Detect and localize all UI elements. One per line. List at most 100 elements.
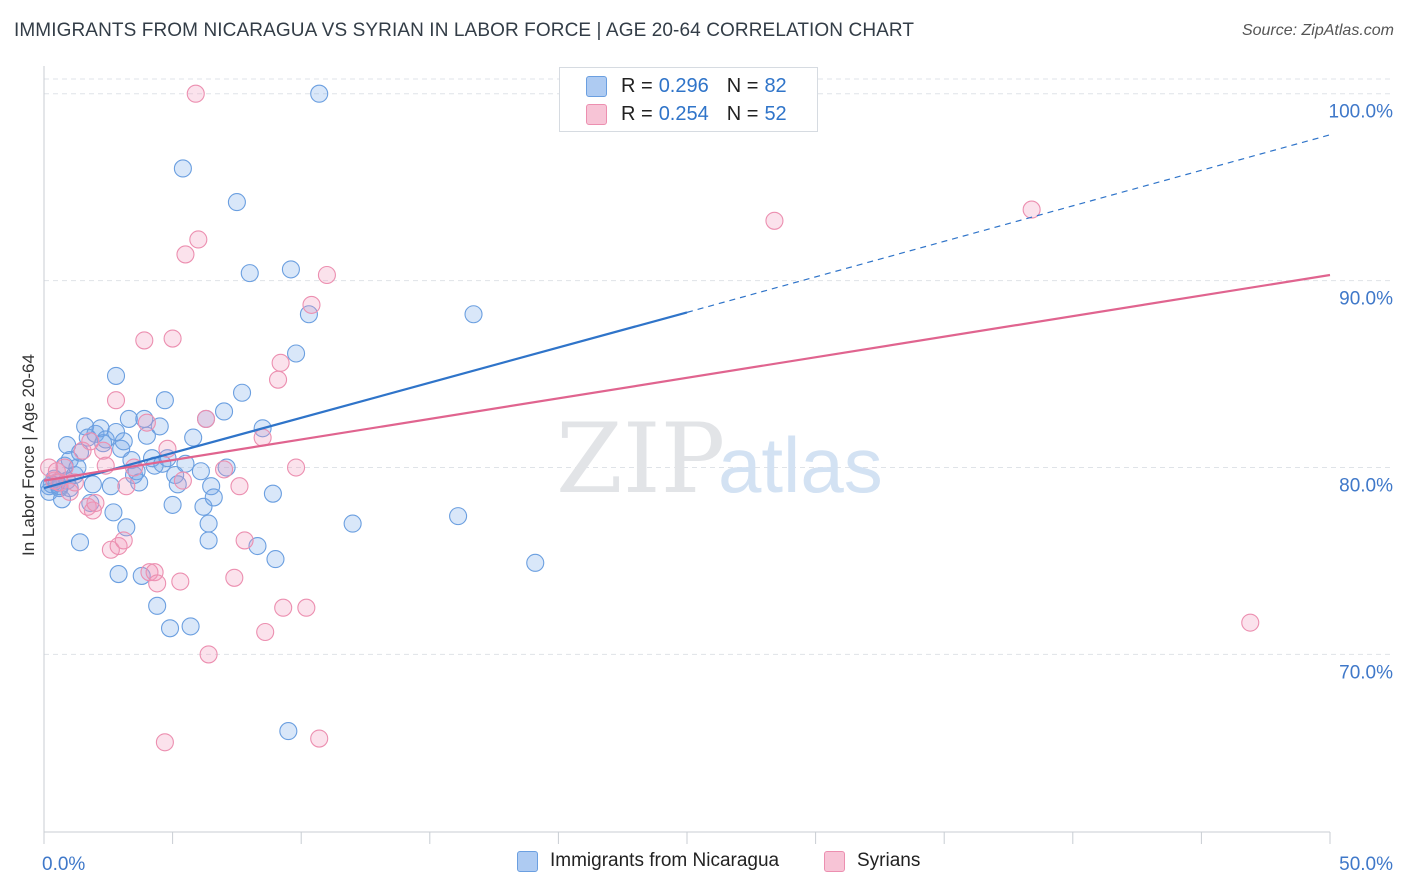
nicaragua-point xyxy=(287,344,306,363)
nicaragua-point xyxy=(240,264,259,283)
nicaragua-point xyxy=(464,305,483,324)
legend-row-syrians: R = 0.254 N = 52 xyxy=(586,101,787,127)
syrian-point xyxy=(163,329,182,348)
syrian-point xyxy=(155,733,174,752)
syrian-point xyxy=(253,428,272,447)
y-axis-label: In Labor Force | Age 20-64 xyxy=(19,354,38,556)
axes xyxy=(43,66,1331,844)
bottom-legend-nicaragua[interactable]: Immigrants from Nicaragua xyxy=(517,850,779,872)
nicaragua-point xyxy=(281,260,300,279)
y-tick-label: 80.0% xyxy=(1339,476,1393,497)
syrian-point xyxy=(83,501,102,520)
nicaragua-point xyxy=(83,475,102,494)
nicaragua-point xyxy=(96,430,115,449)
legend-swatch-syrians xyxy=(586,103,607,125)
nicaragua-point xyxy=(217,458,236,477)
nicaragua-point xyxy=(106,366,126,385)
syrian-point xyxy=(310,729,329,748)
y-tick-label: 70.0% xyxy=(1339,662,1393,683)
y-tick-labels: 70.0% 80.0% 90.0% 100.0% xyxy=(1329,102,1394,684)
syrian-point xyxy=(274,598,293,617)
syrian-point xyxy=(171,572,190,591)
legend-r-value: 0.254 xyxy=(658,102,709,125)
legend-n-value: 52 xyxy=(764,102,787,125)
nicaragua-point xyxy=(232,383,252,402)
legend-box: R = 0.296 N = 82 R = 0.254 N = 52 xyxy=(559,67,818,132)
nicaragua-point xyxy=(199,531,218,550)
chart-title: IMMIGRANTS FROM NICARAGUA VS SYRIAN IN L… xyxy=(14,20,915,41)
bottom-legend-swatch-nicaragua xyxy=(517,850,538,872)
syrian-point xyxy=(173,471,192,490)
nicaragua-point xyxy=(227,193,246,212)
nicaragua-point xyxy=(343,514,362,533)
syrian-point xyxy=(117,477,136,496)
syrian-point xyxy=(106,391,126,410)
nicaragua-point xyxy=(109,565,128,584)
nicaragua-point xyxy=(148,596,167,615)
source-label: Source: ZipAtlas.com xyxy=(1241,22,1394,39)
nicaragua-point xyxy=(70,533,90,552)
nicaragua-point xyxy=(266,550,285,569)
syrian-point xyxy=(256,622,275,642)
x-tick-label: 0.0% xyxy=(42,854,85,875)
syrian-point xyxy=(269,370,288,389)
bottom-legend-label: Immigrants from Nicaragua xyxy=(550,850,780,871)
y-tick-label: 90.0% xyxy=(1339,289,1393,310)
syrian-point xyxy=(287,458,306,477)
bottom-legend-syrians[interactable]: Syrians xyxy=(824,850,920,872)
nicaragua-point xyxy=(104,503,123,522)
nicaragua-point xyxy=(181,617,200,636)
nicaragua-point xyxy=(137,426,156,445)
syrian-point xyxy=(1022,200,1041,219)
syrian-point xyxy=(214,460,234,479)
nicaragua-trend-line xyxy=(43,311,688,490)
nicaragua-point xyxy=(106,422,126,442)
nicaragua-point xyxy=(279,722,298,741)
syrian-point xyxy=(94,441,113,460)
legend-r-value: 0.296 xyxy=(658,74,709,97)
syrian-point xyxy=(55,458,74,477)
nicaragua-point xyxy=(114,432,133,451)
y-tick-label: 100.0% xyxy=(1329,102,1394,123)
nicaragua-point xyxy=(214,402,234,421)
syrian-point xyxy=(225,568,244,587)
nicaragua-point xyxy=(199,514,218,533)
syrian-point xyxy=(317,265,336,285)
syrian-point xyxy=(114,531,133,550)
x-tick-label: 50.0% xyxy=(1339,854,1393,875)
syrian-point xyxy=(302,295,321,314)
syrian-point xyxy=(297,598,316,617)
watermark-zip: ZIP xyxy=(556,403,725,515)
syrian-point xyxy=(60,482,79,501)
nicaragua-trend-extension xyxy=(686,134,1331,313)
syrian-point xyxy=(145,563,164,582)
nicaragua-point xyxy=(112,439,131,458)
nicaragua-point xyxy=(119,409,138,428)
legend-row-nicaragua: R = 0.296 N = 82 xyxy=(586,73,787,99)
trend-lines xyxy=(43,134,1331,490)
nicaragua-point xyxy=(70,443,90,462)
syrian-point xyxy=(199,645,218,664)
nicaragua-point xyxy=(526,553,545,572)
syrian-point xyxy=(196,409,216,428)
legend-n-value: 82 xyxy=(764,74,787,97)
syrian-point xyxy=(73,441,92,460)
syrian-point xyxy=(271,353,290,372)
bottom-legend-swatch-syrians xyxy=(824,850,845,872)
syrian-point xyxy=(109,536,128,556)
nicaragua-point xyxy=(449,507,468,526)
nicaragua-point xyxy=(160,619,180,638)
nicaragua-point xyxy=(91,419,110,438)
legend-n-label: N = xyxy=(726,102,759,125)
nicaragua-point xyxy=(191,462,210,481)
grid-lines xyxy=(44,78,1392,655)
syrian-point xyxy=(81,432,100,451)
syrian-point xyxy=(189,230,208,249)
nicaragua-point xyxy=(202,477,221,496)
nicaragua-point xyxy=(194,497,213,516)
nicaragua-point xyxy=(310,84,329,103)
syrian-point xyxy=(186,84,205,103)
syrian-point xyxy=(86,493,105,513)
